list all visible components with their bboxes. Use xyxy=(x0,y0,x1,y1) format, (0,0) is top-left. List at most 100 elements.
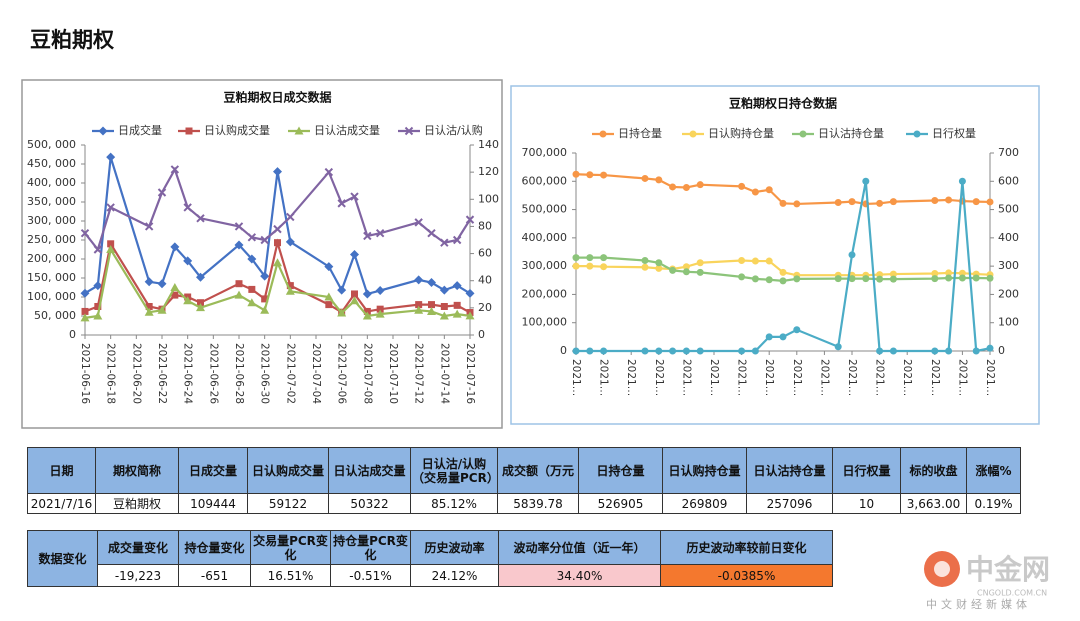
marker xyxy=(779,268,787,276)
x-tick-label: 2021-06-22 xyxy=(156,343,168,404)
marker xyxy=(414,218,423,227)
marker xyxy=(260,305,270,314)
marker xyxy=(586,262,594,270)
marker xyxy=(986,344,994,352)
y-tick-label: 450, 000 xyxy=(27,157,76,170)
header-cell: 交易量PCR变化 xyxy=(250,530,331,565)
legend-marker xyxy=(799,130,807,138)
cell: 34.40% xyxy=(498,564,661,587)
marker xyxy=(738,273,746,281)
marker xyxy=(931,197,939,205)
header-cell: 成交量变化 xyxy=(97,530,179,565)
marker xyxy=(350,192,359,201)
marker xyxy=(889,198,897,206)
marker xyxy=(93,311,103,320)
watermark-name: 中金网 xyxy=(966,553,1050,586)
daily-table: 日期 期权简称 日成交量 日认购成交量 日认沽成交量 日认沽/认购（交易量PCR） 成交额（… xyxy=(27,447,1021,514)
legend-marker xyxy=(294,126,304,135)
marker xyxy=(80,229,90,238)
y-tick-label: 700,000 xyxy=(522,146,568,159)
marker xyxy=(696,268,704,276)
y-tick-label: 250, 000 xyxy=(27,233,76,246)
legend-marker xyxy=(689,130,697,138)
header-cell: 日成交量 xyxy=(178,447,248,494)
marker xyxy=(197,299,204,307)
y2-tick-label: 120 xyxy=(478,165,499,178)
marker xyxy=(972,347,980,355)
x-tick-label: 2021… xyxy=(570,359,582,396)
marker xyxy=(751,188,759,196)
marker xyxy=(848,198,856,206)
y2-tick-label: 60 xyxy=(478,247,492,260)
marker xyxy=(248,285,256,293)
marker xyxy=(834,275,842,283)
x-tick-label: 2021-06-16 xyxy=(79,343,91,404)
cell: 3,663.00 xyxy=(900,493,967,514)
legend-marker xyxy=(185,127,193,135)
marker xyxy=(428,301,435,309)
y-tick-label: 200,000 xyxy=(522,287,568,300)
y2-tick-label: 20 xyxy=(478,301,492,314)
marker xyxy=(427,229,436,238)
marker xyxy=(337,308,347,317)
marker xyxy=(862,275,870,283)
marker xyxy=(440,238,449,247)
y2-tick-label: 40 xyxy=(478,274,492,287)
legend-marker xyxy=(98,126,108,136)
marker xyxy=(350,296,359,305)
change-table: 数据变化 成交量变化 持仓量变化 交易量PCR变化 持仓量PCR变化 历史波动率 波动率分位… xyxy=(27,530,833,587)
x-tick-label: 2021-07-10 xyxy=(387,343,399,404)
data-row: 2021/7/16 豆粕期权 109444 59122 50322 85.12% 5839.… xyxy=(27,493,1021,514)
marker xyxy=(261,295,269,303)
marker xyxy=(375,286,385,296)
y-tick-label: 350, 000 xyxy=(27,195,76,208)
marker xyxy=(325,301,333,309)
marker xyxy=(273,167,282,177)
header-cell: 日期 xyxy=(27,447,96,494)
marker xyxy=(350,249,359,259)
marker xyxy=(572,170,580,178)
marker xyxy=(234,222,244,231)
marker xyxy=(834,343,842,351)
header-row: 数据变化 成交量变化 持仓量变化 交易量PCR变化 持仓量PCR变化 历史波动率 波动率分位… xyxy=(27,530,833,587)
marker xyxy=(362,289,372,299)
legend-label: 日认沽/认购 xyxy=(424,123,483,137)
marker xyxy=(453,301,461,309)
marker xyxy=(196,272,205,282)
marker xyxy=(234,240,244,250)
cell: 59122 xyxy=(247,493,329,514)
marker xyxy=(641,263,649,271)
marker xyxy=(765,186,773,194)
marker xyxy=(144,222,154,231)
y2-tick-label: 100 xyxy=(998,316,1019,329)
header-cell: 日认购持仓量 xyxy=(662,447,747,494)
marker xyxy=(600,254,608,262)
marker xyxy=(171,291,179,299)
marker xyxy=(779,199,787,207)
marker xyxy=(81,307,89,315)
marker xyxy=(889,270,897,278)
marker xyxy=(793,275,801,283)
marker xyxy=(286,212,295,222)
y2-tick-label: 300 xyxy=(998,259,1019,272)
header-cell: 持仓量PCR变化 xyxy=(330,530,411,565)
marker xyxy=(682,347,690,355)
marker xyxy=(751,257,759,265)
marker xyxy=(945,269,953,277)
marker xyxy=(427,278,436,288)
marker xyxy=(931,347,939,355)
x-tick-label: 2021-07-08 xyxy=(361,343,373,404)
x-tick-label: 2021… xyxy=(874,359,886,396)
marker xyxy=(669,183,677,191)
marker xyxy=(286,282,294,290)
y2-tick-label: 600 xyxy=(998,174,1019,187)
marker xyxy=(415,301,423,309)
marker xyxy=(655,259,663,267)
x-tick-label: 2021-06-28 xyxy=(233,343,245,404)
cell: 257096 xyxy=(746,493,833,514)
marker xyxy=(738,256,746,264)
cell: 50322 xyxy=(328,493,411,514)
x-tick-label: 2021… xyxy=(625,359,637,396)
marker xyxy=(738,182,746,190)
marker xyxy=(765,257,773,265)
